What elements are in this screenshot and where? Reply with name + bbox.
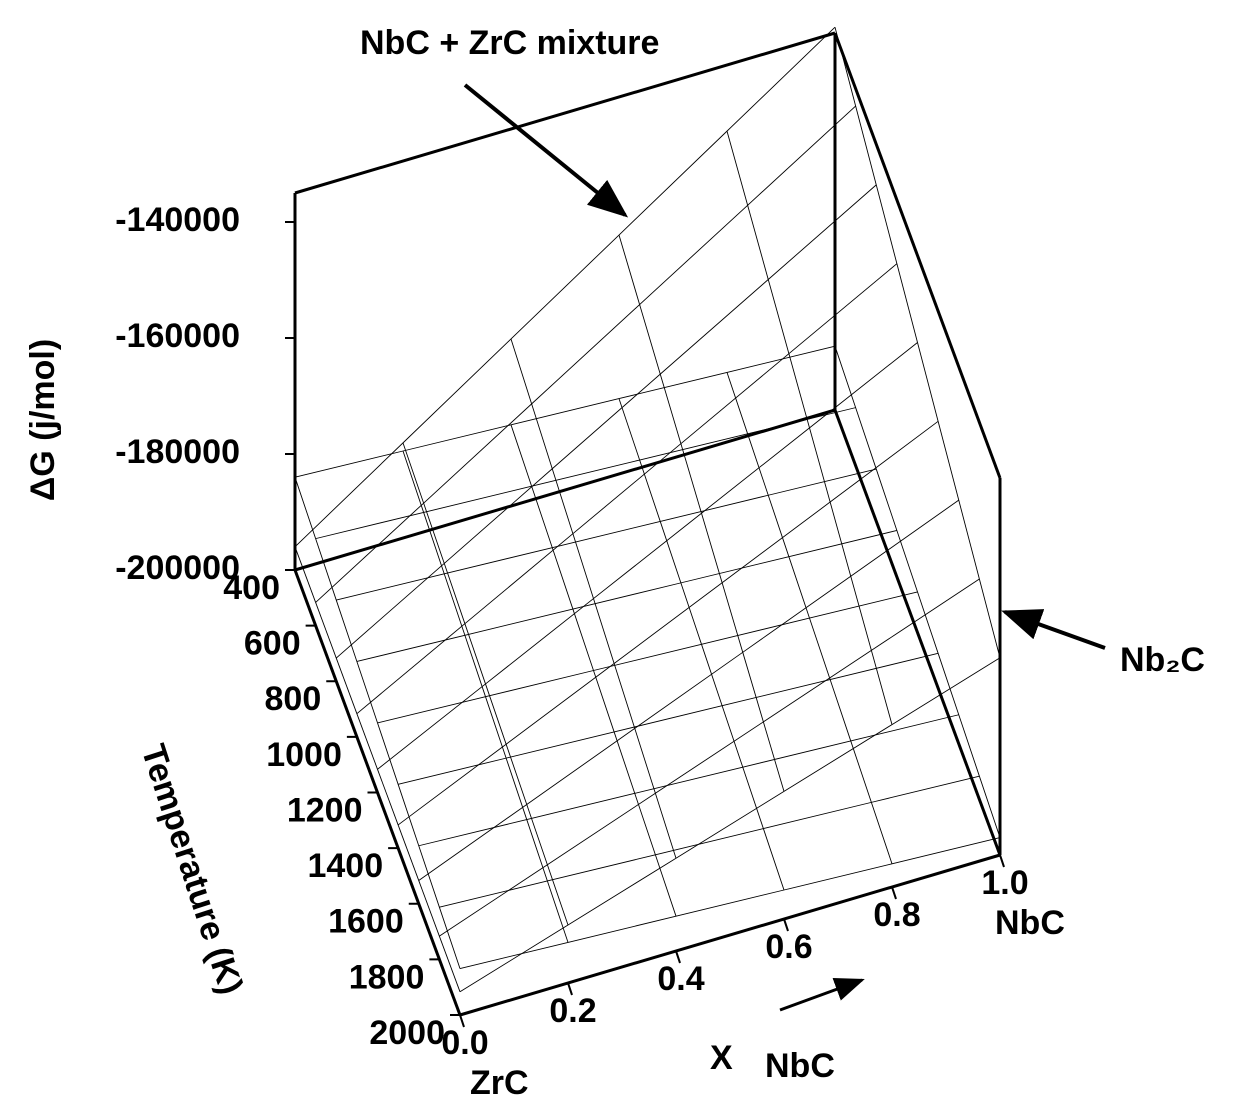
box-edge	[294, 31, 836, 195]
y-tick-label: 2000	[369, 1014, 445, 1052]
mesh-row	[459, 837, 1001, 970]
z-tick-label: -160000	[115, 317, 240, 355]
mesh-row	[418, 499, 960, 881]
mesh-row	[459, 657, 1001, 993]
floor-edge	[294, 408, 836, 572]
y-tick-label: 1800	[349, 958, 425, 996]
mesh-row	[294, 345, 836, 478]
mesh-row	[418, 714, 959, 847]
x-tick-label: 0.4	[657, 960, 704, 998]
x-tick-label: 0.6	[765, 928, 812, 966]
x-tick	[567, 982, 573, 996]
x-axis-label: X	[710, 1039, 733, 1077]
x-tick	[891, 886, 897, 900]
x-start-label: ZrC	[470, 1064, 529, 1102]
mesh-column	[618, 398, 785, 891]
mesh-row	[336, 468, 877, 601]
mesh-row	[377, 591, 918, 724]
floor-edge	[833, 409, 1002, 856]
mesh-row	[315, 105, 856, 603]
x-end-label: NbC	[995, 904, 1065, 942]
mesh-row	[356, 530, 897, 662]
mesh-row	[294, 26, 836, 548]
x-axis-label-sub: NbC	[765, 1047, 835, 1085]
x-tick-label: 0.2	[549, 992, 596, 1030]
mesh-column	[510, 338, 677, 859]
x-tick	[459, 1014, 465, 1028]
x-tick	[783, 918, 789, 932]
mesh-row	[377, 342, 918, 770]
mesh-column	[618, 234, 785, 792]
y-tick-label: 1000	[266, 736, 342, 774]
y-tick-label: 800	[265, 680, 322, 718]
x-tick-label: 1.0	[981, 864, 1028, 902]
annotation-text: Nb₂C	[1120, 641, 1205, 679]
y-tick-label: 1600	[328, 903, 404, 941]
x-tick-label: 0.0	[441, 1024, 488, 1062]
mesh-row	[335, 184, 877, 659]
mesh-row	[315, 407, 856, 540]
mesh-column	[834, 27, 1001, 658]
mesh-column	[294, 477, 461, 969]
mesh-column	[726, 130, 893, 725]
y-tick-label: 400	[223, 569, 280, 607]
y-axis-label: Temperature (K)	[134, 740, 251, 999]
x-axis	[459, 853, 1001, 1017]
mesh-column	[834, 346, 1001, 838]
y-tick-label: 600	[244, 625, 301, 663]
mesh-row	[397, 420, 939, 826]
x-tick	[675, 950, 681, 964]
annotation: NbC + ZrC mixture	[360, 24, 659, 62]
mesh-column	[402, 450, 569, 943]
annotation: Nb₂C	[1120, 641, 1205, 679]
arrow	[779, 978, 865, 1012]
y-tick-label: 1400	[307, 847, 383, 885]
z-tick-label: -200000	[115, 549, 240, 587]
x-tick-label: 0.8	[873, 896, 920, 934]
mesh-row	[356, 263, 898, 715]
arrow	[463, 83, 629, 218]
z-tick-label: -140000	[115, 201, 240, 239]
z-axis-label: ΔG (j/mol)	[24, 339, 62, 501]
mesh-row	[398, 652, 939, 785]
mesh-row	[439, 775, 980, 908]
x-tick	[999, 854, 1005, 868]
y-tick-label: 1200	[287, 791, 363, 829]
mesh-column	[402, 442, 569, 926]
mesh-column	[294, 546, 461, 992]
box-edge	[833, 32, 1002, 479]
mesh-row	[439, 578, 980, 937]
arrow	[1001, 609, 1106, 650]
mesh-column	[510, 424, 677, 917]
mesh-column	[726, 372, 893, 864]
z-tick-label: -180000	[115, 433, 240, 471]
